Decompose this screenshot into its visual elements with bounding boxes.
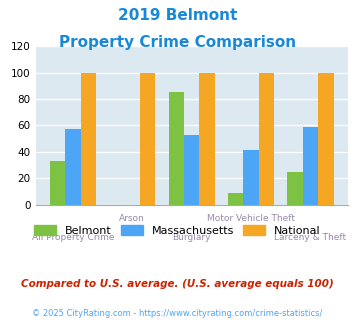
Text: 2019 Belmont: 2019 Belmont xyxy=(118,8,237,23)
Text: Larceny & Theft: Larceny & Theft xyxy=(274,233,346,242)
Bar xyxy=(259,73,274,205)
Bar xyxy=(303,127,318,205)
Text: Motor Vehicle Theft: Motor Vehicle Theft xyxy=(207,214,295,223)
Legend: Belmont, Massachusetts, National: Belmont, Massachusetts, National xyxy=(34,225,321,236)
Bar xyxy=(81,73,96,205)
Bar xyxy=(244,150,259,205)
Bar xyxy=(65,129,81,205)
Bar xyxy=(140,73,155,205)
Bar xyxy=(50,161,65,205)
Text: Compared to U.S. average. (U.S. average equals 100): Compared to U.S. average. (U.S. average … xyxy=(21,279,334,289)
Bar xyxy=(169,92,184,205)
Text: Property Crime Comparison: Property Crime Comparison xyxy=(59,35,296,50)
Bar xyxy=(287,172,303,205)
Text: Burglary: Burglary xyxy=(173,233,211,242)
Bar xyxy=(228,193,244,205)
Bar xyxy=(200,73,215,205)
Text: All Property Crime: All Property Crime xyxy=(32,233,114,242)
Text: Arson: Arson xyxy=(119,214,145,223)
Text: © 2025 CityRating.com - https://www.cityrating.com/crime-statistics/: © 2025 CityRating.com - https://www.city… xyxy=(32,309,323,317)
Bar xyxy=(318,73,334,205)
Bar xyxy=(184,135,200,205)
